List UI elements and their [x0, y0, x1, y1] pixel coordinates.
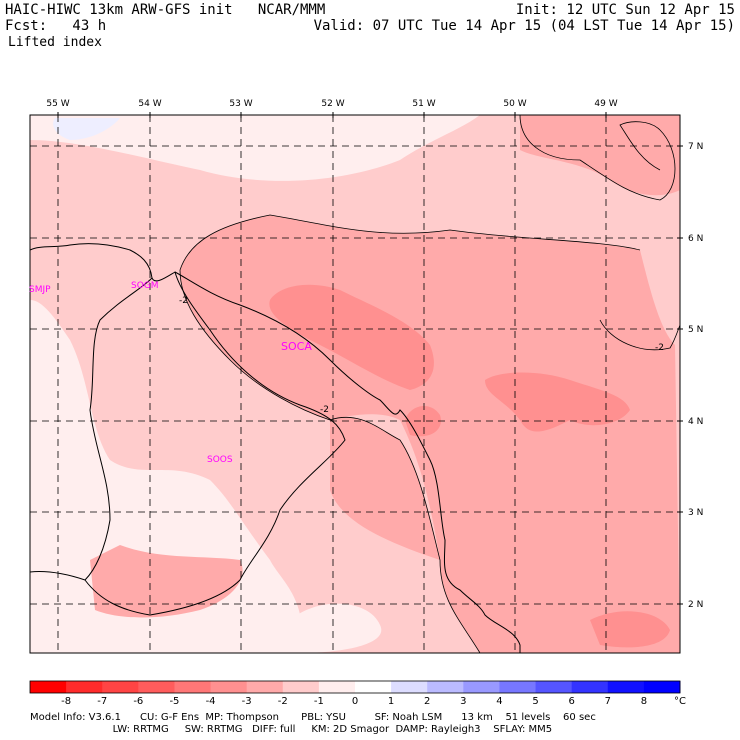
colorbar-labels: -8 -7 -6 -5 -4 -3 -2 -1 0 1 2 3 4 5 6 7 8 — [61, 696, 647, 707]
colorbar-tick-label: 2 — [424, 696, 430, 707]
colorbar-swatch — [463, 681, 500, 693]
valid-time: Valid: 07 UTC Tue 14 Apr 15 (04 LST Tue … — [313, 18, 735, 34]
colorbar-swatch — [66, 681, 103, 693]
colorbar-swatch — [427, 681, 464, 693]
station-sogm: SOGM — [131, 281, 159, 291]
lat-label: 4 N — [688, 417, 703, 427]
model-info-line1: Model Info: V3.6.1 CU: G-F Ens MP: Thomp… — [30, 712, 596, 723]
lon-label: 54 W — [138, 99, 161, 109]
colorbar-swatch — [571, 681, 609, 693]
colorbar-swatch — [138, 681, 175, 693]
station-soca: SOCA — [281, 340, 312, 353]
map-frame — [29, 114, 681, 654]
colorbar-tick-label: -3 — [242, 696, 252, 707]
colorbar-swatch — [643, 681, 681, 693]
lat-lon-grid — [30, 115, 680, 653]
colorbar-tick-label: 7 — [605, 696, 611, 707]
colorbar-tick-label: -8 — [61, 696, 71, 707]
colorbar-frame — [29, 680, 681, 694]
colorbar-swatch — [391, 681, 428, 693]
lat-label: 7 N — [688, 142, 703, 152]
contour-label: -2 — [179, 296, 188, 306]
contour-lines — [179, 115, 680, 653]
longitude-labels: 55 W 54 W 53 W 52 W 51 W 50 W 49 W — [46, 99, 617, 109]
lon-label: 49 W — [594, 99, 617, 109]
lon-label: 55 W — [46, 99, 69, 109]
colorbar-tick-label: -1 — [314, 696, 324, 707]
colorbar-swatch — [282, 681, 320, 693]
colorbar-swatch — [535, 681, 573, 693]
lat-label: 3 N — [688, 508, 703, 518]
station-soos: SOOS — [207, 455, 233, 465]
colorbar-swatch — [210, 681, 248, 693]
colorbar-swatch — [102, 681, 139, 693]
lat-label: 5 N — [688, 325, 703, 335]
init-time: Init: 12 UTC Sun 12 Apr 15 — [515, 2, 735, 18]
lon-label: 51 W — [412, 99, 435, 109]
coastline-borders — [30, 243, 521, 653]
forecast-hour: Fcst: 43 h — [5, 18, 107, 34]
model-title: HAIC-HIWC 13km ARW-GFS init NCAR/MMM — [5, 2, 326, 18]
lat-label: 6 N — [688, 234, 703, 244]
colorbar-swatch — [30, 681, 67, 693]
colorbar-tick-label: -7 — [97, 696, 107, 707]
colorbar-swatch — [499, 681, 537, 693]
colorbar-tick-label: 0 — [352, 696, 358, 707]
colorbar-tick-label: 4 — [496, 696, 502, 707]
colorbar-tick-label: -2 — [278, 696, 288, 707]
contour-label: -2 — [320, 405, 329, 415]
colorbar-tick-label: 3 — [460, 696, 466, 707]
lon-label: 50 W — [503, 99, 526, 109]
lon-label: 52 W — [321, 99, 344, 109]
colorbar-swatch — [607, 681, 645, 693]
lon-label: 53 W — [229, 99, 252, 109]
field-name: Lifted index — [8, 35, 102, 50]
colorbar-tick-label: 5 — [532, 696, 538, 707]
colorbar-tick-label: -6 — [133, 696, 143, 707]
model-info-line2: LW: RRTMG SW: RRTMG DIFF: full KM: 2D Sm… — [30, 724, 553, 735]
colorbar — [30, 681, 681, 693]
colorbar-swatch — [355, 681, 392, 693]
colorbar-tick-label: 1 — [388, 696, 394, 707]
lat-label: 2 N — [688, 600, 703, 610]
lifted-index-field — [30, 115, 680, 653]
latitude-labels: 7 N 6 N 5 N 4 N 3 N 2 N — [688, 142, 703, 610]
colorbar-swatch — [246, 681, 284, 693]
contour-label: -2 — [655, 343, 664, 353]
colorbar-tick-label: -4 — [206, 696, 216, 707]
colorbar-tick-label: -5 — [169, 696, 179, 707]
colorbar-swatch — [174, 681, 212, 693]
station-smjp: SMJP — [29, 285, 51, 295]
colorbar-unit: °C — [674, 696, 686, 707]
axis-ticks — [57, 112, 683, 605]
colorbar-tick-label: 8 — [641, 696, 647, 707]
colorbar-tick-label: 6 — [568, 696, 574, 707]
colorbar-swatch — [318, 681, 356, 693]
